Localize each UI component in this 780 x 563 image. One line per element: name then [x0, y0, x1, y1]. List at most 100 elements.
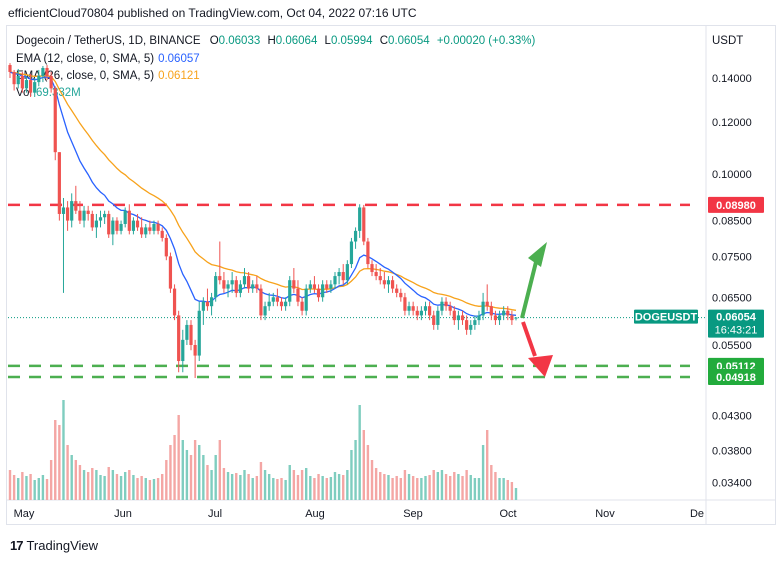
volume-bar — [58, 425, 61, 500]
candle-body — [271, 297, 275, 302]
high-value: 0.06064 — [275, 35, 318, 47]
tradingview-footer[interactable]: 17 TradingView — [10, 538, 98, 553]
candle-body — [386, 280, 391, 285]
candle-body — [140, 227, 144, 235]
volume-bar — [342, 475, 345, 500]
ema12-legend[interactable]: EMA (12, close, 0, SMA, 5) 0.06057 — [16, 53, 200, 65]
candle-body — [28, 80, 33, 93]
candle-body — [82, 210, 86, 221]
volume-bar — [140, 476, 143, 500]
x-tick-label: De — [690, 508, 704, 520]
volume-bar — [514, 488, 518, 500]
candle-body — [156, 223, 160, 231]
candle-body — [33, 82, 37, 93]
candle-body — [24, 80, 29, 89]
candle-body — [469, 324, 473, 330]
volume-bar — [502, 478, 505, 500]
candle-body — [444, 301, 448, 307]
candle-body — [12, 71, 16, 85]
volume-bar — [337, 474, 341, 500]
volume-bar — [255, 476, 259, 500]
volume-bar — [424, 476, 427, 500]
candle-body — [423, 306, 428, 311]
candle-body — [238, 284, 242, 293]
volume-bar — [436, 472, 440, 500]
volume-bar — [304, 468, 308, 500]
candle-body — [395, 288, 399, 293]
y-tick-label: 0.14000 — [712, 73, 752, 85]
candle-body — [382, 280, 386, 285]
volume-bar — [374, 468, 378, 500]
volume-bar — [350, 450, 353, 500]
candle-body — [127, 210, 131, 231]
volume-bar — [506, 480, 509, 500]
volume-bar — [403, 470, 407, 500]
volume-bar — [66, 445, 69, 500]
candle-body — [399, 292, 403, 298]
volume-bar — [156, 478, 160, 500]
y-tick-label: 0.07500 — [712, 251, 752, 263]
candle-body — [506, 310, 510, 316]
candle-body — [107, 213, 111, 235]
volume-bar — [362, 430, 365, 500]
volume-bar — [411, 476, 415, 500]
candle-body — [164, 237, 168, 257]
volume-bar — [292, 470, 296, 500]
volume-legend[interactable]: Vol 69.332M — [16, 87, 81, 99]
up-arrow-shaft — [520, 261, 538, 319]
candle-body — [193, 345, 197, 356]
symbol-name: Dogecoin / TetherUS, 1D, BINANCE — [16, 35, 201, 47]
volume-bar — [177, 415, 180, 500]
volume-bar — [333, 472, 337, 500]
open-label: O — [209, 35, 219, 47]
volume-bar — [325, 478, 328, 500]
down-arrow — [521, 321, 553, 377]
candle-body — [49, 75, 53, 89]
x-tick-label: Nov — [595, 508, 615, 520]
symbol-tag-bg — [634, 309, 698, 324]
volume-bar — [21, 472, 24, 500]
volume-bar — [49, 460, 53, 500]
volume-bar — [486, 430, 489, 500]
candle-body — [366, 241, 370, 265]
candle-body — [74, 201, 78, 211]
y-tick-label: 0.03400 — [712, 477, 752, 489]
candle-body — [411, 306, 415, 311]
x-tick-label: Oct — [499, 508, 516, 520]
volume-bar — [169, 445, 172, 500]
candle-body — [205, 301, 210, 307]
volume-bar — [103, 476, 106, 500]
candle-body — [111, 220, 115, 235]
candle-body — [341, 272, 345, 281]
volume-bar — [17, 478, 20, 500]
volume-bar — [62, 400, 65, 500]
candle-body — [181, 339, 185, 362]
ema26-value: 0.06121 — [158, 70, 200, 82]
candle-body — [440, 301, 444, 311]
candle-body — [189, 324, 193, 345]
y-tick-label: 0.05500 — [712, 340, 752, 352]
volume-bar — [461, 476, 464, 500]
volume-bar — [366, 445, 370, 500]
up-arrow-head — [528, 242, 547, 267]
candle-body — [115, 220, 119, 231]
candle-body — [370, 264, 374, 273]
volume-bar — [309, 476, 312, 500]
volume-bar — [444, 474, 448, 500]
chart-frame[interactable] — [6, 25, 776, 525]
x-tick-label: May — [14, 508, 35, 520]
volume-bar — [45, 479, 49, 500]
down-arrow-shaft — [521, 321, 537, 357]
volume-bar — [226, 472, 230, 500]
volume-bar — [123, 472, 127, 500]
candle-body — [292, 280, 296, 289]
volume-bar — [313, 478, 316, 500]
candle-body — [168, 256, 173, 289]
resistance-price-tag: 0.08980 — [716, 200, 756, 212]
candle-body — [358, 207, 362, 231]
candle-body — [230, 280, 234, 285]
volume-bar — [416, 478, 419, 500]
volume-bar — [510, 482, 514, 500]
volume-bar — [202, 455, 205, 500]
